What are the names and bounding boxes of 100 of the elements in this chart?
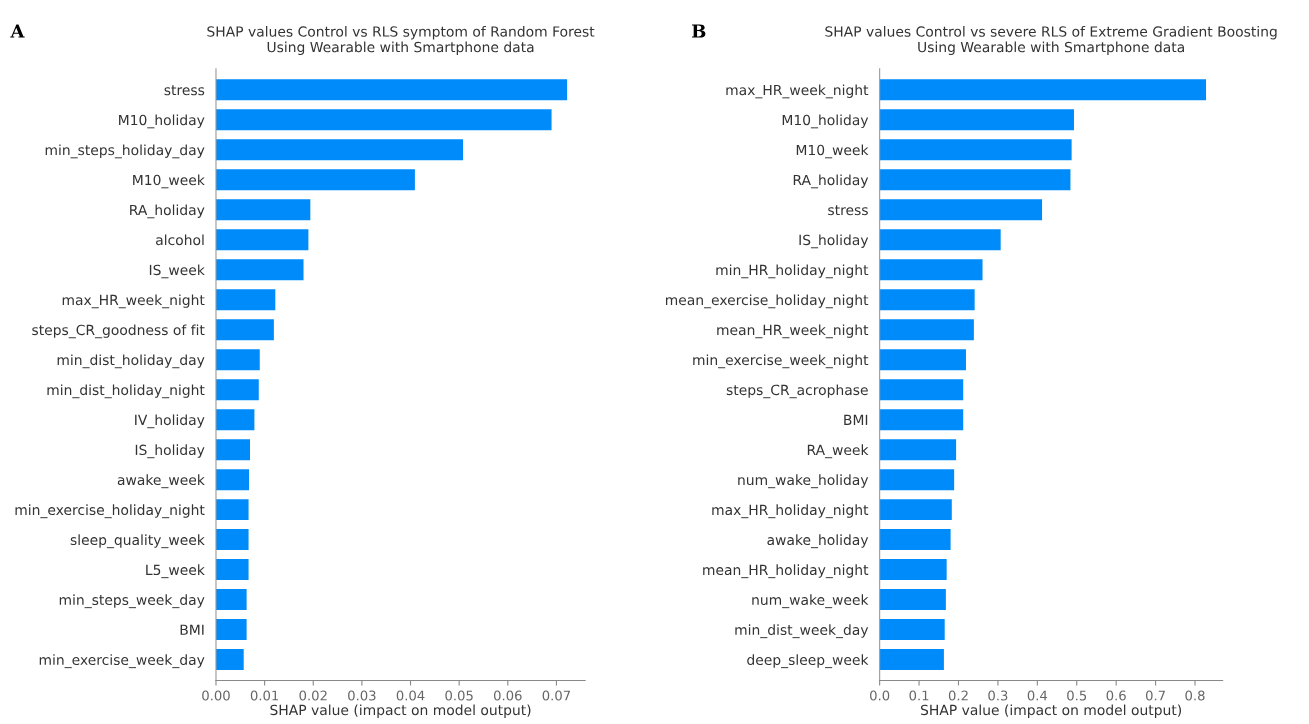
- bar: [215, 139, 464, 161]
- bar: [879, 199, 1043, 221]
- bar: [215, 649, 244, 671]
- bar: [879, 439, 957, 461]
- bar: [879, 559, 947, 581]
- bar: [215, 469, 250, 491]
- x-tick-label: 0.7: [1145, 690, 1165, 701]
- bar: [215, 409, 255, 431]
- y-tick-label: BMI: [180, 624, 204, 635]
- x-tick-label: 0.06: [493, 690, 522, 701]
- bar: [879, 289, 975, 311]
- bar: [879, 139, 1072, 161]
- bar: [215, 109, 552, 131]
- y-tick-label: IS_holiday: [135, 444, 205, 459]
- y-tick-label: RA_holiday: [793, 174, 869, 189]
- bar: [879, 169, 1071, 191]
- bar: [215, 229, 309, 251]
- x-tick-label: 0.8: [1185, 690, 1205, 701]
- y-tick-label: RA_week: [807, 444, 869, 459]
- x-tick-label: 0.00: [202, 690, 230, 701]
- bar: [879, 259, 983, 281]
- y-tick-label: min_steps_holiday_day: [45, 144, 205, 159]
- y-tick-label: stress: [164, 85, 205, 96]
- y-tick-label: awake_week: [117, 474, 205, 489]
- bar: [879, 319, 974, 341]
- y-tick-label: IV_holiday: [135, 414, 205, 429]
- bar: [215, 169, 415, 191]
- y-tick-label: max_HR_week_night: [726, 84, 869, 99]
- bar: [879, 589, 946, 611]
- y-tick-label: min_exercise_holiday_night: [15, 504, 205, 519]
- x-tick-label: 0.2: [948, 690, 968, 701]
- bar: [215, 439, 251, 461]
- bar: [215, 319, 274, 341]
- y-tick-label: num_wake_week: [752, 594, 869, 609]
- x-tick-label: 0.4: [1027, 690, 1048, 701]
- bar: [215, 289, 276, 311]
- x-tick-label: 0.5: [1067, 690, 1087, 701]
- y-tick-label: RA_holiday: [130, 204, 205, 219]
- y-tick-label: alcohol: [156, 234, 204, 246]
- bar: [879, 529, 951, 551]
- bar: [879, 79, 1207, 101]
- bar: [215, 259, 304, 281]
- y-tick-label: min_HR_holiday_night: [716, 264, 869, 279]
- x-tick-label: 0.3: [988, 690, 1008, 701]
- y-tick-label: steps_CR_goodness of fit: [32, 324, 205, 339]
- y-tick-label: max_HR_week_night: [62, 294, 205, 309]
- bar: [215, 349, 260, 371]
- bar: [879, 649, 944, 671]
- bar: [215, 79, 568, 101]
- bar: [215, 499, 249, 521]
- bar: [215, 619, 247, 641]
- y-tick-label: BMI: [844, 414, 868, 425]
- y-tick-label: awake_holiday: [767, 534, 869, 549]
- bar: [215, 379, 259, 401]
- x-tick-label: 0.03: [348, 690, 376, 701]
- y-tick-label: sleep_quality_week: [70, 534, 205, 549]
- x-tick-label: 0.04: [396, 690, 425, 701]
- x-tick-label: 0.02: [299, 690, 327, 701]
- x-tick-label: 0.01: [250, 690, 279, 701]
- y-tick-label: steps_CR_acrophase: [726, 384, 868, 399]
- x-tick-label: 0.07: [542, 690, 570, 701]
- bar: [879, 409, 964, 431]
- x-tick-label: 0.1: [909, 690, 929, 701]
- bar: [215, 559, 249, 581]
- bar: [879, 469, 955, 491]
- y-tick-label: L5_week: [146, 564, 205, 579]
- x-axis-title: SHAP value (impact on model output): [920, 704, 1181, 718]
- bar: [215, 529, 249, 551]
- y-tick-label: mean_exercise_holiday_night: [665, 294, 869, 309]
- y-tick-label: min_exercise_week_day: [39, 654, 205, 669]
- y-tick-label: min_dist_holiday_day: [57, 354, 205, 369]
- text: A: [10, 24, 25, 38]
- bar: [879, 109, 1074, 131]
- y-tick-label: min_exercise_week_night: [693, 354, 869, 369]
- y-tick-label: mean_HR_holiday_night: [703, 564, 869, 579]
- bar: [879, 499, 952, 521]
- y-tick-label: num_wake_holiday: [738, 474, 869, 489]
- x-tick-label: 0.0: [870, 690, 890, 701]
- bar: [879, 379, 964, 401]
- y-tick-label: deep_sleep_week: [747, 654, 869, 669]
- x-tick-label: 0.05: [445, 690, 473, 701]
- y-tick-label: min_dist_week_day: [735, 624, 869, 639]
- y-tick-label: IS_holiday: [799, 234, 869, 249]
- y-tick-label: M10_week: [796, 144, 869, 159]
- y-tick-label: stress: [828, 205, 868, 216]
- y-tick-label: min_steps_week_day: [59, 594, 205, 609]
- y-tick-label: min_dist_holiday_night: [47, 384, 205, 399]
- y-tick-label: M10_week: [133, 174, 205, 189]
- bar: [215, 199, 311, 221]
- bar: [879, 229, 1001, 251]
- bar: [215, 589, 247, 611]
- y-tick-label: M10_holiday: [119, 114, 205, 129]
- bar: [879, 349, 966, 371]
- x-tick-label: 0.6: [1106, 690, 1126, 701]
- chart-title: SHAP values Control vs severe RLS of Extreme Gradient Boosting Using Wearable with Smartphone data: [825, 26, 1277, 55]
- y-tick-label: mean_HR_week_night: [717, 324, 869, 339]
- text: B: [692, 24, 706, 38]
- y-tick-label: IS_week: [149, 264, 205, 279]
- y-tick-label: max_HR_holiday_night: [712, 504, 869, 519]
- y-tick-label: M10_holiday: [782, 114, 869, 129]
